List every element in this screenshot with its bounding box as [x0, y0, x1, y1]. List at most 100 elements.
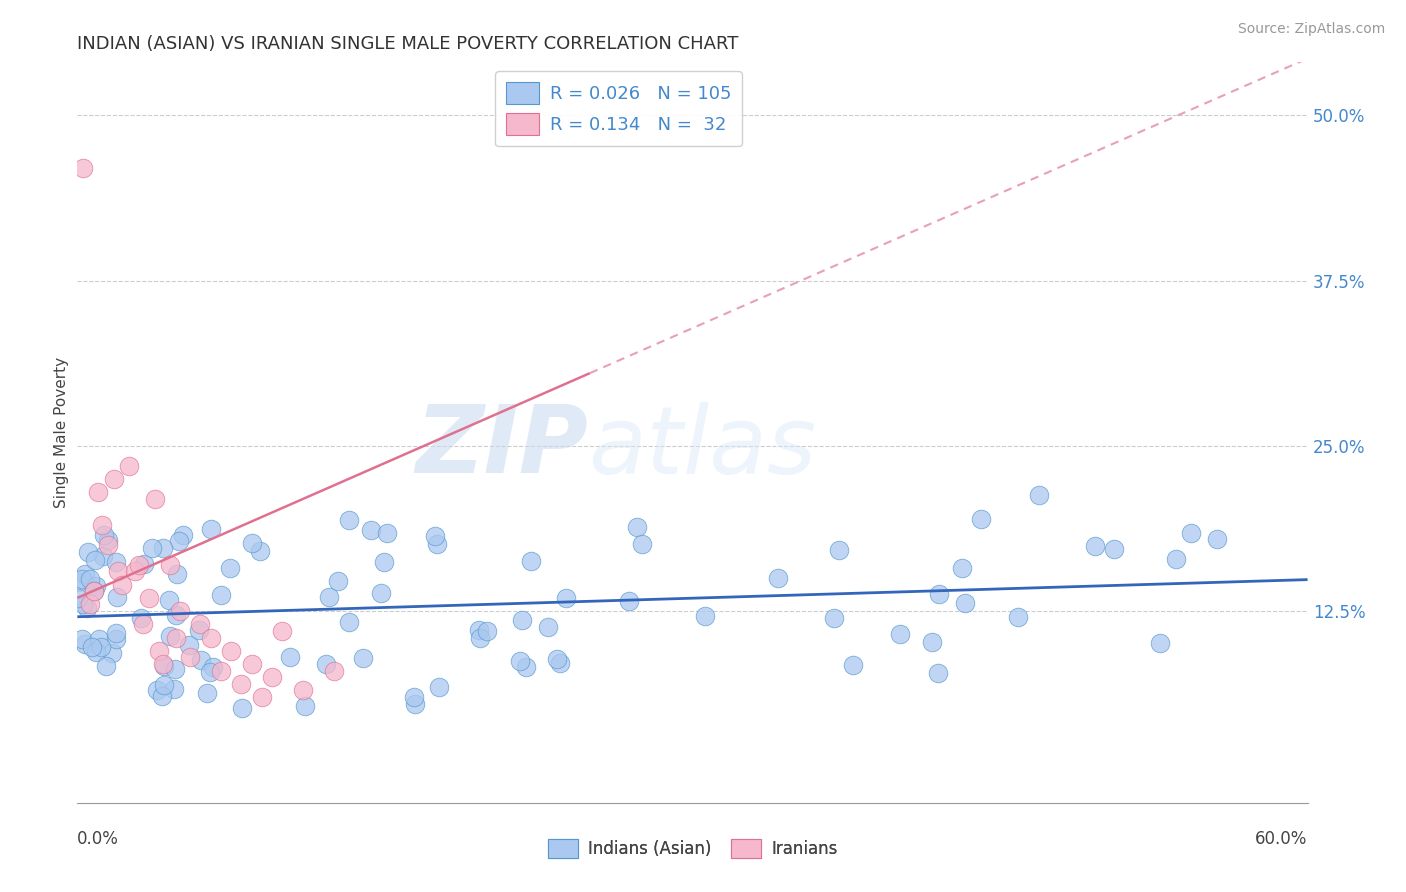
Point — [86, 645, 108, 659]
Point — [83, 584, 105, 599]
Point — [262, 670, 284, 684]
Point — [375, 525, 398, 540]
Point — [146, 683, 169, 698]
Point — [209, 588, 232, 602]
Point — [520, 553, 543, 567]
Point — [169, 604, 191, 618]
Point — [218, 561, 240, 575]
Point — [153, 678, 176, 692]
Point — [67, 591, 90, 605]
Point — [105, 555, 128, 569]
Point — [1164, 552, 1187, 566]
Point — [152, 541, 174, 555]
Point — [1180, 525, 1202, 540]
Point — [550, 657, 572, 671]
Point — [143, 491, 166, 506]
Point — [921, 635, 943, 649]
Point — [150, 689, 173, 703]
Point — [105, 590, 128, 604]
Point — [889, 627, 911, 641]
Point — [89, 632, 111, 646]
Point — [67, 574, 90, 589]
Text: 60.0%: 60.0% — [1256, 830, 1308, 847]
Point — [87, 485, 110, 500]
Point — [318, 590, 340, 604]
Point — [188, 623, 211, 637]
Point — [177, 638, 200, 652]
Point — [373, 555, 395, 569]
Point — [200, 522, 222, 536]
Point — [104, 625, 127, 640]
Point — [201, 659, 224, 673]
Point — [626, 520, 648, 534]
Point — [83, 553, 105, 567]
Point — [90, 518, 114, 533]
Point — [515, 660, 537, 674]
Point — [617, 593, 640, 607]
Point — [231, 677, 253, 691]
Point — [101, 646, 124, 660]
Point — [823, 611, 845, 625]
Point — [159, 558, 181, 572]
Point — [427, 680, 450, 694]
Point — [103, 472, 125, 486]
Point — [842, 657, 865, 672]
Point — [231, 701, 253, 715]
Point — [76, 601, 98, 615]
Point — [537, 620, 560, 634]
Point — [426, 537, 449, 551]
Point — [172, 528, 194, 542]
Point — [1205, 532, 1227, 546]
Point — [315, 657, 337, 671]
Point — [111, 577, 134, 591]
Point — [153, 659, 176, 673]
Point — [77, 544, 100, 558]
Point — [72, 632, 94, 647]
Point — [555, 591, 578, 605]
Point — [219, 644, 242, 658]
Point — [188, 617, 212, 632]
Point — [1028, 488, 1050, 502]
Point — [72, 161, 94, 176]
Point — [291, 683, 314, 698]
Point — [249, 544, 271, 558]
Point — [128, 558, 150, 572]
Point — [352, 651, 374, 665]
Point — [159, 629, 181, 643]
Point — [467, 624, 489, 638]
Point — [322, 664, 344, 678]
Point — [970, 512, 993, 526]
Point — [1007, 610, 1029, 624]
Point — [404, 698, 426, 712]
Point — [73, 636, 96, 650]
Point — [104, 632, 127, 647]
Point — [148, 644, 170, 658]
Point — [79, 598, 101, 612]
Point — [475, 624, 498, 639]
Point — [165, 631, 187, 645]
Point — [631, 537, 654, 551]
Point — [195, 686, 218, 700]
Point — [198, 665, 221, 680]
Text: atlas: atlas — [588, 402, 815, 493]
Point — [423, 529, 446, 543]
Point — [240, 536, 263, 550]
Point — [107, 565, 129, 579]
Point — [117, 458, 139, 473]
Point — [209, 664, 232, 678]
Point — [200, 631, 222, 645]
Point — [91, 549, 114, 563]
Point — [83, 583, 105, 598]
Point — [70, 572, 93, 586]
Point — [84, 579, 107, 593]
Point — [179, 650, 201, 665]
Point — [766, 570, 789, 584]
Point — [90, 640, 112, 654]
Point — [1149, 636, 1171, 650]
Y-axis label: Single Male Poverty: Single Male Poverty — [53, 357, 69, 508]
Point — [337, 513, 360, 527]
Text: Source: ZipAtlas.com: Source: ZipAtlas.com — [1237, 22, 1385, 37]
Point — [72, 598, 94, 612]
Point — [94, 659, 117, 673]
Point — [693, 608, 716, 623]
